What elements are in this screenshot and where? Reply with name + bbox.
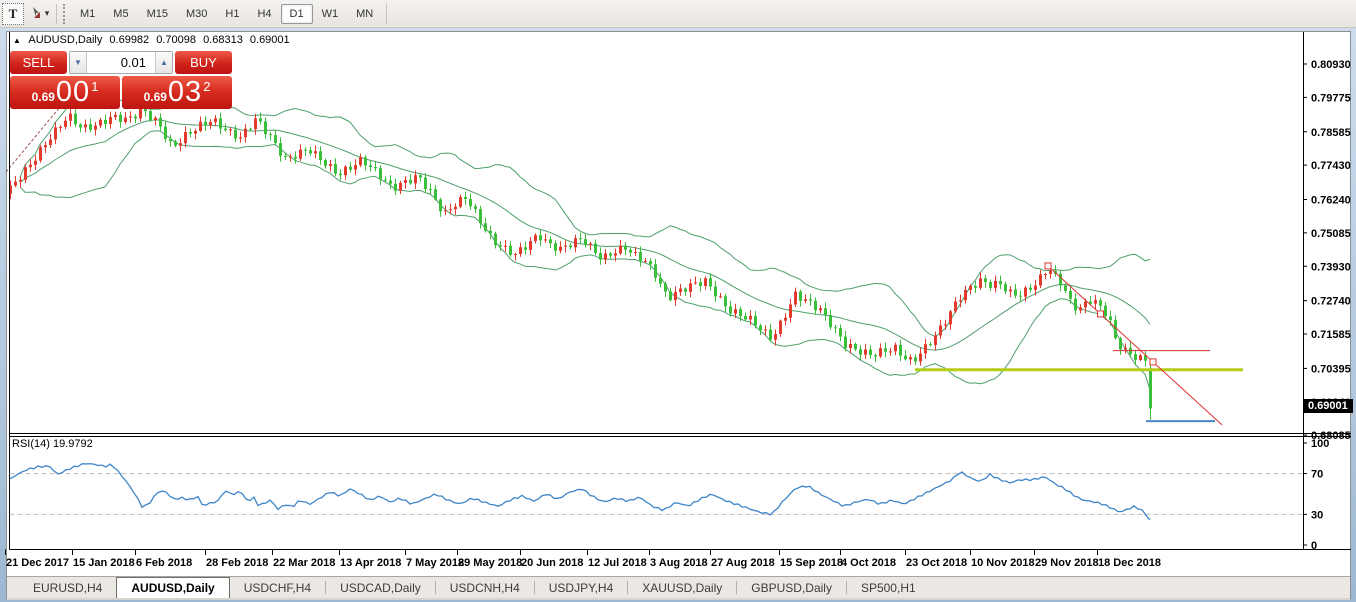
chart-tab-xauusd-daily[interactable]: XAUUSD,Daily	[642, 580, 723, 595]
tab-separator	[533, 581, 535, 594]
timeframe-button-m30[interactable]: M30	[185, 7, 208, 20]
sell-price-point: 1	[91, 78, 99, 94]
date-tick-label: 23 Oct 2018	[906, 557, 967, 569]
price-tick-label: 0.71585	[1311, 329, 1351, 341]
window-bottom-strip	[7, 598, 1350, 600]
timeframe-button-m15[interactable]: M15	[146, 7, 168, 20]
rsi-tick-label: 30	[1311, 509, 1323, 521]
toolbar-separator	[386, 3, 388, 24]
ohlc-close: 0.69001	[249, 34, 290, 46]
chart-tab-eurusd-h4[interactable]: EURUSD,H4	[33, 580, 103, 595]
timeframe-buttons: M1 M5 M15 M30 H1 H4 D1 W1 MN	[71, 3, 382, 24]
date-tick-label: 15 Jan 2018	[73, 557, 135, 569]
tab-separator	[434, 581, 436, 594]
chart-tab-gbpusd-daily[interactable]: GBPUSD,Daily	[751, 580, 832, 595]
price-tick-label: 0.68085	[1311, 430, 1351, 442]
rsi-indicator-label: RSI(14) 19.9792	[12, 438, 93, 450]
price-tick-label: 0.80930	[1311, 59, 1351, 71]
chart-tab-usdchf-h4[interactable]: USDCHF,H4	[243, 580, 312, 595]
tab-separator	[736, 581, 738, 594]
buy-price-point: 2	[203, 78, 211, 94]
rsi-tick-label: 100	[1311, 438, 1329, 450]
timeframe-button-m5[interactable]: M5	[113, 7, 129, 20]
date-tick-label: 6 Feb 2018	[136, 557, 192, 569]
tab-separator	[627, 581, 629, 594]
date-tick-label: 20 Jun 2018	[521, 557, 583, 569]
volume-decrease-button[interactable]: ▼	[70, 52, 87, 73]
chevron-down-icon[interactable]: ▾	[44, 8, 50, 18]
date-tick-label: 22 Mar 2018	[273, 557, 335, 569]
sell-price-pips: 00	[55, 76, 91, 108]
date-tick-label: 3 Aug 2018	[650, 557, 708, 569]
volume-increase-button[interactable]: ▲	[155, 52, 172, 73]
chart-tab-usdcnh-h4[interactable]: USDCNH,H4	[449, 580, 520, 595]
volume-stepper: ▼ 0.01 ▲	[69, 51, 173, 74]
date-tick-label: 15 Sep 2018	[780, 557, 843, 569]
date-tick-label: 4 Oct 2018	[841, 557, 896, 569]
text-tool-button[interactable]: T	[2, 2, 24, 25]
date-tick-label: 28 Feb 2018	[206, 557, 268, 569]
tab-separator	[845, 581, 847, 594]
price-tick-label: 0.75085	[1311, 228, 1351, 240]
chart-window	[6, 31, 1351, 599]
buy-price-pips: 03	[167, 76, 203, 108]
timeframe-button-d1[interactable]: D1	[280, 3, 313, 24]
ohlc-high: 0.70098	[156, 34, 196, 46]
timeframe-button-mn[interactable]: MN	[356, 7, 374, 20]
rsi-tick-label: 70	[1311, 469, 1323, 481]
timeframe-button-m1[interactable]: M1	[80, 7, 96, 20]
one-click-trading-panel: SELL ▼ 0.01 ▲ BUY 0.69 00 1 0.69 03 2	[10, 51, 232, 109]
arrows-tool-icon	[29, 5, 44, 23]
price-tick-label: 0.73930	[1311, 261, 1351, 273]
date-tick-label: 7 May 2018	[406, 557, 464, 569]
price-tick-label: 0.70395	[1311, 363, 1351, 375]
price-tick-label: 0.78585	[1311, 127, 1351, 139]
chart-tab-usdjpy-h4[interactable]: USDJPY,H4	[548, 580, 614, 595]
ohlc-open: 0.69982	[109, 34, 150, 46]
chart-tab-usdcad-daily[interactable]: USDCAD,Daily	[340, 580, 421, 595]
date-tick-label: 18 Dec 2018	[1098, 557, 1161, 569]
ohlc-low: 0.68313	[203, 34, 243, 46]
buy-button[interactable]: BUY	[175, 51, 232, 74]
tab-separator	[325, 581, 327, 594]
sell-price-major: 0.69	[31, 90, 55, 104]
arrows-tool-button[interactable]: ▾	[28, 3, 50, 25]
volume-input[interactable]: 0.01	[120, 55, 146, 70]
timeframe-button-w1[interactable]: W1	[321, 7, 339, 20]
date-tick-label: 29 Nov 2018	[1035, 557, 1099, 569]
price-tick-label: 0.79775	[1311, 92, 1351, 104]
date-tick-label: 21 Dec 2017	[6, 557, 69, 569]
date-tick-label: 29 May 2018	[458, 557, 522, 569]
price-tick-label: 0.77430	[1311, 160, 1351, 172]
sell-button[interactable]: SELL	[10, 51, 67, 74]
chart-tabbar: EURUSD,H4 AUDUSD,Daily USDCHF,H4 USDCAD,Dai…	[7, 576, 1350, 598]
current-price-badge: 0.69001	[1304, 399, 1353, 413]
toolbar-grip[interactable]	[63, 3, 66, 24]
chart-tab-sp500-h1[interactable]: SP500,H1	[860, 580, 916, 595]
timeframe-button-h1[interactable]: H1	[225, 7, 240, 20]
date-tick-label: 13 Apr 2018	[340, 557, 401, 569]
date-tick-label: 10 Nov 2018	[971, 557, 1035, 569]
symbol-label: AUDUSD,Daily	[28, 34, 103, 46]
rsi-tick-label: 0	[1311, 540, 1317, 552]
date-tick-label: 27 Aug 2018	[711, 557, 775, 569]
date-tick-label: 12 Jul 2018	[588, 557, 647, 569]
buy-quote-button[interactable]: 0.69 03 2	[122, 76, 232, 109]
timeframe-button-h4[interactable]: H4	[257, 7, 272, 20]
price-tick-label: 0.72740	[1311, 296, 1351, 308]
buy-price-major: 0.69	[143, 90, 167, 104]
chart-title: ▲ AUDUSD,Daily 0.69982 0.70098 0.68313 0…	[13, 34, 294, 46]
toolbar-separator	[56, 3, 57, 24]
symbol-marker-icon: ▲	[13, 36, 21, 45]
chart-tab-audusd-daily[interactable]: AUDUSD,Daily	[116, 577, 230, 598]
toolbar: T ▾ M1 M5 M15 M30 H1 H4 D1 W1 MN	[0, 0, 1356, 28]
sell-quote-button[interactable]: 0.69 00 1	[10, 76, 120, 109]
price-tick-label: 0.76240	[1311, 195, 1351, 207]
